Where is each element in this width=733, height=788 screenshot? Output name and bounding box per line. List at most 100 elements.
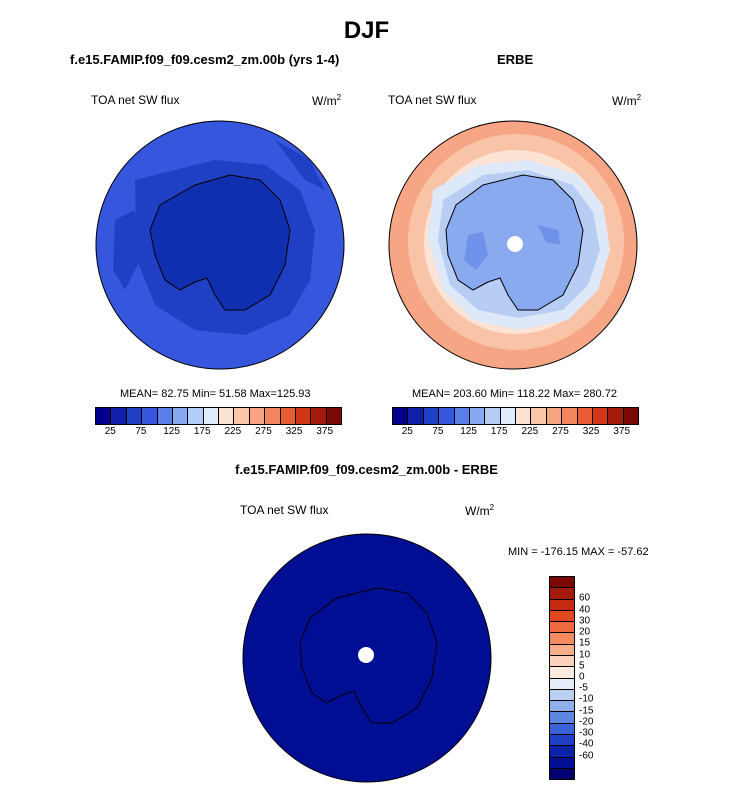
colorbar-box	[550, 655, 574, 668]
colorbar-tick-label: 275	[552, 426, 569, 437]
colorbar-box	[111, 408, 127, 424]
colorbar-tick-label: 20	[579, 626, 591, 638]
colorbar-box	[550, 644, 574, 656]
colorbar-box	[142, 408, 158, 424]
colorbar-box	[423, 408, 440, 424]
model-polar-map	[95, 120, 345, 370]
colorbar-box	[326, 408, 341, 424]
colorbar-tick-label: 125	[460, 426, 477, 437]
colorbar-box	[623, 408, 638, 424]
obs-colorbar	[392, 407, 639, 425]
diff-colorbar	[549, 576, 575, 780]
obs-units-label: W/m2	[612, 93, 642, 108]
colorbar-box	[550, 734, 574, 747]
diff-units-label: W/m2	[465, 503, 495, 518]
colorbar-tick-label: 40	[579, 604, 591, 616]
model-colorbar	[95, 407, 342, 425]
colorbar-box	[550, 667, 574, 679]
colorbar-box	[550, 588, 574, 600]
colorbar-tick-label: 75	[432, 426, 444, 437]
colorbar-tick-label: 30	[579, 615, 591, 627]
colorbar-box	[96, 408, 112, 424]
colorbar-box	[546, 408, 563, 424]
obs-polar-map	[388, 120, 638, 370]
colorbar-tick-label: -20	[579, 716, 594, 728]
colorbar-box	[562, 408, 578, 424]
model-panel-title: f.e15.FAMIP.f09_f09.cesm2_zm.00b (yrs 1-…	[70, 52, 340, 67]
colorbar-tick-label: 25	[401, 426, 413, 437]
colorbar-box	[408, 408, 424, 424]
colorbar-tick-label: 275	[255, 426, 272, 437]
colorbar-tick-label: 325	[582, 426, 600, 437]
colorbar-box	[126, 408, 143, 424]
colorbar-tick-label: 175	[490, 426, 508, 437]
colorbar-box	[393, 408, 409, 424]
colorbar-box	[550, 577, 574, 589]
colorbar-box	[550, 723, 574, 735]
colorbar-tick-label: 10	[579, 649, 591, 661]
colorbar-box	[550, 746, 574, 758]
colorbar-box	[265, 408, 281, 424]
obs-stats: MEAN= 203.60 Min= 118.22 Max= 280.72	[412, 388, 617, 400]
diff-stats: MIN = -176.15 MAX = -57.62	[508, 546, 649, 558]
diff-panel-title: f.e15.FAMIP.f09_f09.cesm2_zm.00b - ERBE	[235, 462, 498, 477]
colorbar-box	[592, 408, 609, 424]
colorbar-box	[311, 408, 327, 424]
colorbar-tick-label: -5	[579, 682, 588, 694]
colorbar-tick-label: -10	[579, 693, 594, 705]
colorbar-box	[234, 408, 250, 424]
colorbar-tick-label: -15	[579, 705, 594, 717]
model-stats: MEAN= 82.75 Min= 51.58 Max=125.93	[120, 388, 311, 400]
colorbar-box	[577, 408, 593, 424]
colorbar-box	[469, 408, 486, 424]
colorbar-tick-label: 225	[224, 426, 242, 437]
colorbar-box	[219, 408, 235, 424]
colorbar-tick-label: 225	[521, 426, 539, 437]
diff-polar-map	[242, 533, 492, 783]
colorbar-tick-label: 375	[613, 426, 631, 437]
colorbar-box	[485, 408, 501, 424]
colorbar-box	[500, 408, 516, 424]
colorbar-box	[295, 408, 312, 424]
obs-panel-title: ERBE	[497, 52, 534, 67]
colorbar-box	[608, 408, 624, 424]
colorbar-box	[550, 701, 574, 713]
colorbar-box	[249, 408, 266, 424]
colorbar-tick-label: 75	[135, 426, 147, 437]
colorbar-tick-label: 325	[285, 426, 303, 437]
colorbar-tick-label: 125	[163, 426, 180, 437]
colorbar-box	[550, 678, 574, 690]
colorbar-box	[550, 712, 574, 724]
colorbar-tick-label: -30	[579, 727, 594, 739]
colorbar-box	[550, 599, 574, 611]
model-units-label: W/m2	[312, 93, 342, 108]
obs-variable-label: TOA net SW flux	[388, 93, 477, 107]
colorbar-box	[550, 610, 574, 623]
colorbar-box	[439, 408, 455, 424]
colorbar-tick-label: -40	[579, 738, 594, 750]
colorbar-tick-label: 60	[579, 592, 591, 604]
colorbar-box	[203, 408, 219, 424]
colorbar-box	[550, 689, 574, 702]
colorbar-box	[157, 408, 173, 424]
colorbar-tick-label: 5	[579, 660, 585, 672]
colorbar-tick-label: 25	[104, 426, 116, 437]
colorbar-tick-label: 175	[193, 426, 211, 437]
colorbar-box	[188, 408, 204, 424]
colorbar-box	[550, 633, 574, 645]
colorbar-tick-label: 0	[579, 671, 585, 683]
colorbar-box	[550, 622, 574, 634]
colorbar-box	[454, 408, 470, 424]
colorbar-box	[550, 768, 574, 780]
colorbar-tick-label: 15	[579, 637, 591, 649]
model-variable-label: TOA net SW flux	[91, 93, 180, 107]
colorbar-tick-label: 375	[316, 426, 334, 437]
colorbar-box	[531, 408, 547, 424]
colorbar-box	[516, 408, 532, 424]
main-title: DJF	[343, 17, 390, 44]
diff-variable-label: TOA net SW flux	[240, 503, 329, 517]
colorbar-box	[172, 408, 189, 424]
colorbar-tick-label: -60	[579, 750, 594, 762]
colorbar-box	[550, 757, 574, 769]
colorbar-box	[280, 408, 296, 424]
